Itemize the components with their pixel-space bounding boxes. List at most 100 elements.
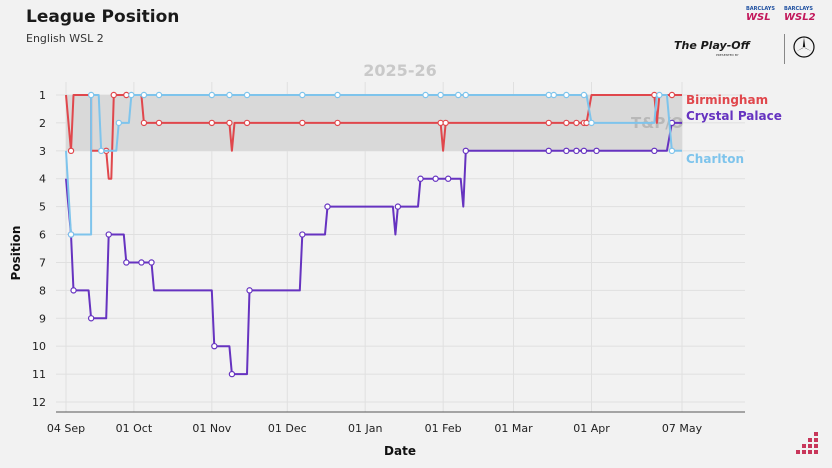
birmingham-point <box>123 91 130 99</box>
charlton-end-label: Charlton <box>686 152 744 166</box>
birmingham-point <box>668 91 676 99</box>
y-tick-label: 3 <box>39 145 46 158</box>
wsl-sponsor: BARCLAYS <box>746 6 775 12</box>
birmingham-point <box>334 119 341 127</box>
charlton-point <box>97 147 105 155</box>
wsl-logo-text: WSL <box>746 12 771 23</box>
charlton-point <box>462 91 469 99</box>
y-tick-label: 7 <box>39 256 46 269</box>
x-tick-label: 01 Feb <box>425 422 462 435</box>
y-tick-label: 10 <box>32 340 46 353</box>
logo-divider <box>784 34 785 64</box>
charlton-point <box>243 91 251 99</box>
crystal-palace-point <box>299 231 306 238</box>
birmingham-point <box>563 119 570 127</box>
crystal-palace-line <box>65 121 682 376</box>
charlton-point <box>299 91 306 99</box>
birmingham-point <box>583 119 590 127</box>
birmingham-point <box>226 119 233 127</box>
x-tick-label: 01 Oct <box>116 422 153 435</box>
chart-subtitle: English WSL 2 <box>26 32 104 45</box>
charlton-point <box>550 91 557 99</box>
sponsor-logos: BARCLAYS WSL BARCLAYS WSL2 The Play-Off … <box>672 6 822 70</box>
x-tick-label: 01 Jan <box>348 422 382 435</box>
crystal-palace-point <box>138 259 145 266</box>
birmingham-point <box>140 119 148 127</box>
charlton-point <box>437 91 444 99</box>
charlton-point <box>115 119 123 127</box>
x-tick-label: 04 Sep <box>47 422 85 435</box>
birmingham-point <box>442 119 449 127</box>
crystal-palace-point <box>417 175 424 182</box>
crystal-palace-point <box>246 287 253 294</box>
crystal-palace-point <box>70 287 77 294</box>
birmingham-point <box>243 119 251 127</box>
y-tick-label: 11 <box>32 368 46 381</box>
y-tick-label: 1 <box>39 89 46 102</box>
playoff-presented-by: PRESENTED BY <box>716 53 739 57</box>
crystal-palace-point <box>211 342 218 350</box>
crystal-palace-point <box>545 147 552 155</box>
crystal-palace-point <box>580 147 588 155</box>
crystal-palace-point <box>87 315 95 322</box>
y-tick-label: 4 <box>39 173 46 186</box>
charlton-point <box>545 91 552 99</box>
wsl2-logo-text: WSL2 <box>784 12 816 23</box>
y-tick-label: 2 <box>39 117 46 130</box>
crystal-palace-point <box>105 231 112 238</box>
x-tick-label: 01 Apr <box>573 422 610 435</box>
birmingham-point <box>573 119 580 127</box>
y-tick-label: 8 <box>39 284 46 297</box>
charlton-point <box>455 91 462 99</box>
charlton-point <box>67 231 75 238</box>
charlton-point <box>226 91 233 99</box>
birmingham-point <box>67 147 75 155</box>
crystal-palace-point <box>593 147 600 155</box>
birmingham-point <box>299 119 306 127</box>
charlton-point <box>563 91 570 99</box>
y-tick-label: 5 <box>39 201 46 214</box>
charlton-point <box>87 91 95 99</box>
y-tick-label: 9 <box>39 312 46 325</box>
wsl2-sponsor: BARCLAYS <box>784 6 813 12</box>
crystal-palace-point <box>573 147 580 155</box>
crystal-palace-point <box>394 203 402 210</box>
crystal-palace-point <box>228 370 236 378</box>
charlton-point <box>668 147 676 155</box>
crystal-palace-point <box>324 203 331 210</box>
x-axis-title: Date <box>384 444 416 458</box>
brand-corner-icon <box>796 432 818 454</box>
x-tick-label: 01 Mar <box>494 422 533 435</box>
playoff-logo: The Play-Off <box>674 39 750 52</box>
x-tick-label: 07 May <box>662 422 703 435</box>
season-label: 2025-26 <box>363 61 436 80</box>
crystal-palace-point <box>462 147 469 155</box>
charlton-point <box>656 91 663 99</box>
charlton-point <box>208 91 216 99</box>
crystal-palace-point <box>432 175 439 182</box>
y-axis-title: Position <box>9 226 23 281</box>
crystal-palace-point <box>123 259 130 266</box>
crystal-palace-end-label: Crystal Palace <box>686 109 782 123</box>
wsl2-logo: BARCLAYS WSL2 <box>784 6 816 23</box>
y-tick-label: 6 <box>39 229 46 242</box>
birmingham-point <box>110 91 117 99</box>
chart-title: League Position <box>26 7 180 27</box>
y-tick-label: 12 <box>32 396 46 409</box>
x-tick-label: 01 Nov <box>192 422 231 435</box>
birmingham-point <box>545 119 552 127</box>
birmingham-point <box>437 119 444 127</box>
charlton-point <box>140 91 148 99</box>
charlton-point <box>334 91 341 99</box>
crystal-palace-point <box>651 147 658 155</box>
crystal-palace-point <box>444 175 452 182</box>
birmingham-end-label: Birmingham <box>686 93 768 107</box>
crystal-palace-point <box>148 259 155 266</box>
charlton-point <box>580 91 588 99</box>
wsl-logo: BARCLAYS WSL <box>746 6 775 23</box>
x-tick-label: 01 Dec <box>268 422 307 435</box>
birmingham-point <box>208 119 216 127</box>
charlton-point <box>588 119 595 127</box>
charlton-point <box>155 91 163 99</box>
